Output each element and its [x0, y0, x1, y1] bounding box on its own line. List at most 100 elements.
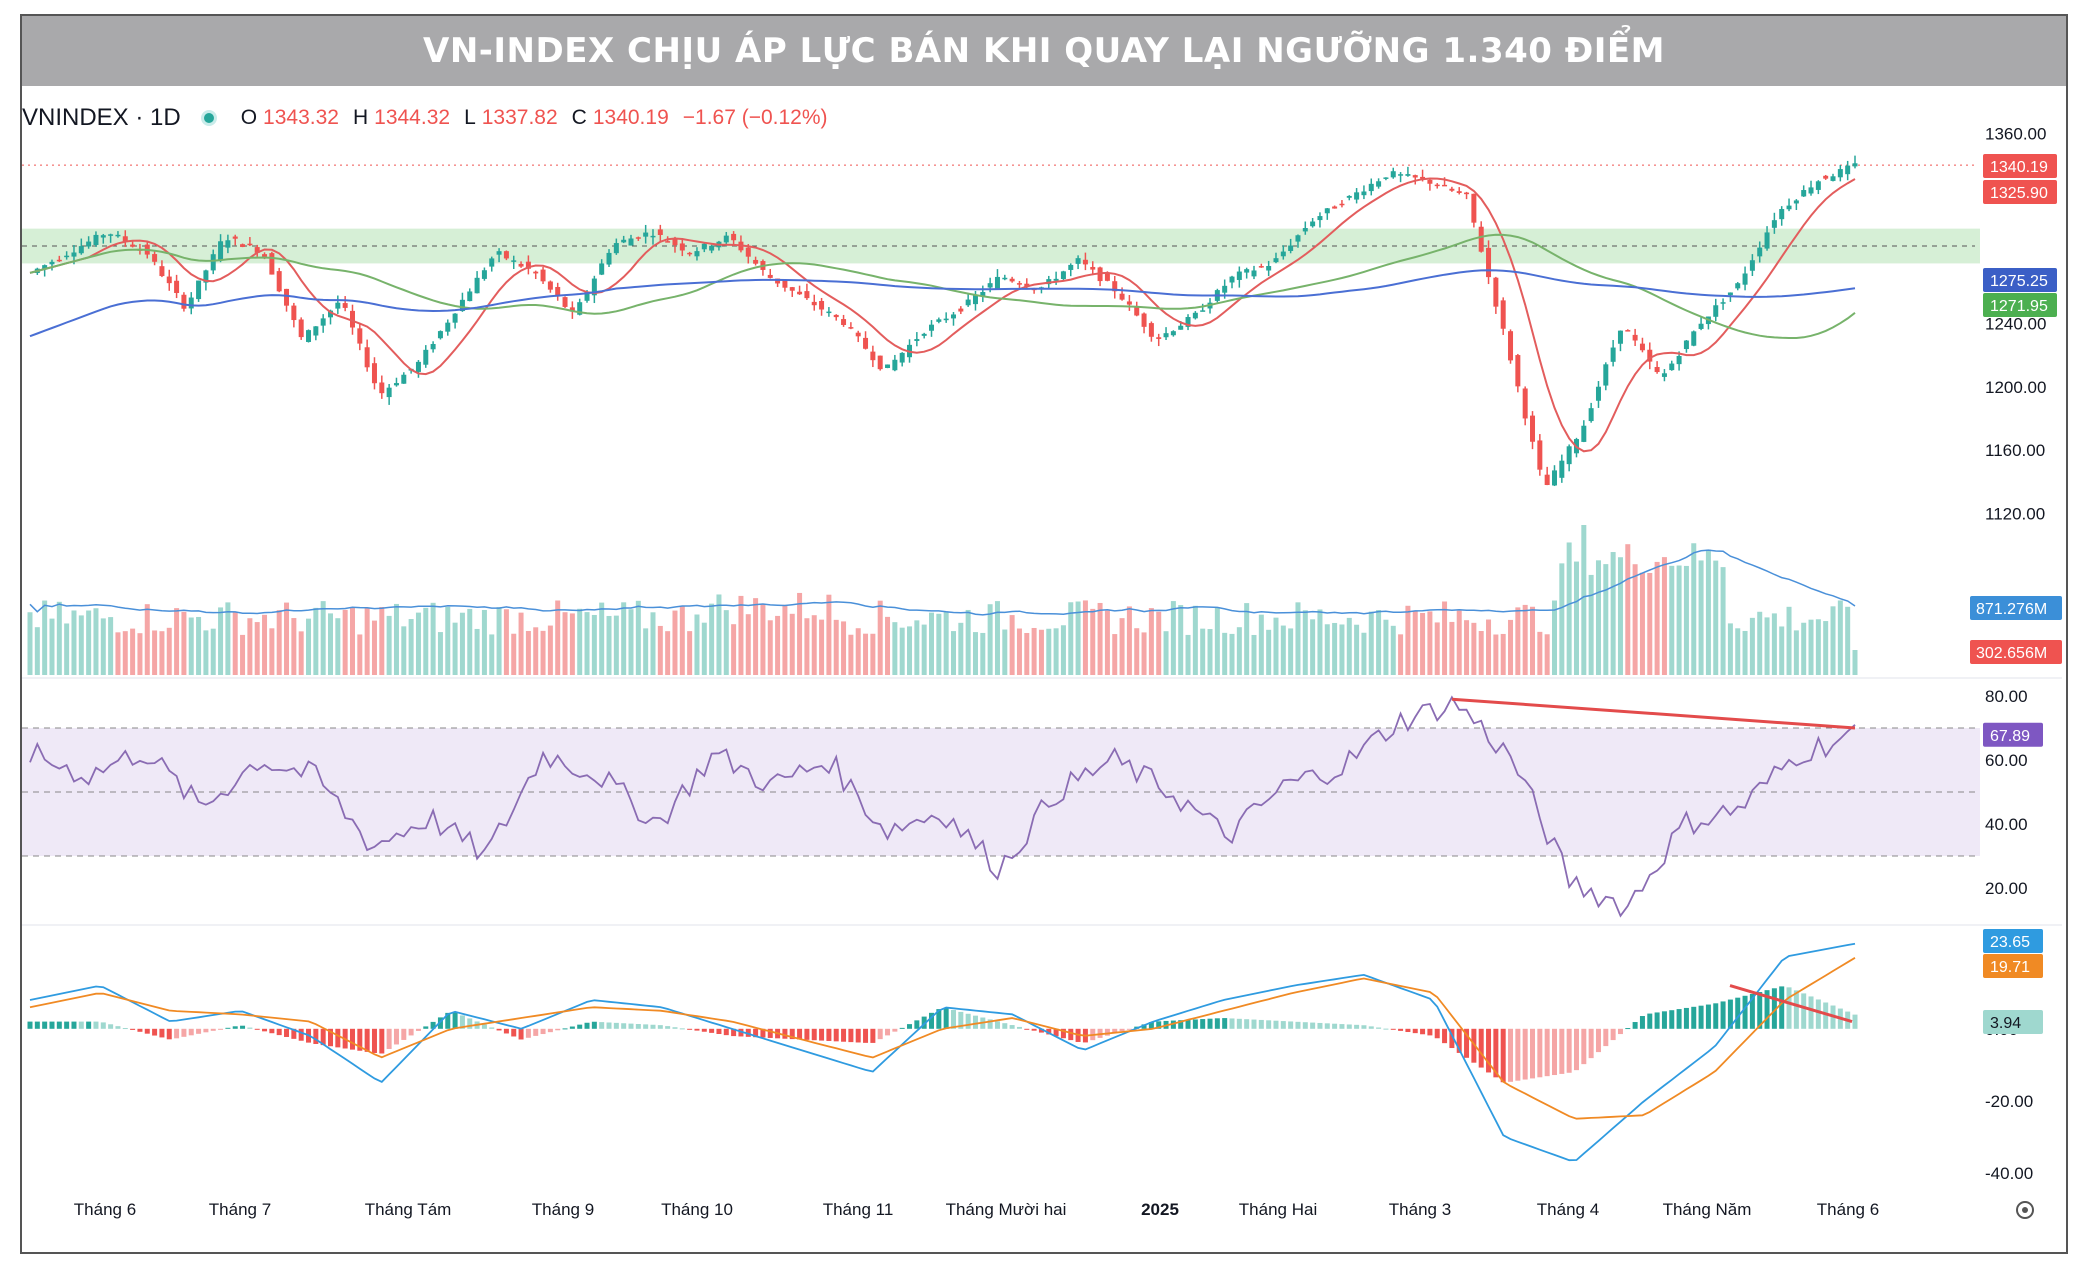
candle-body	[210, 254, 216, 271]
macd-histogram-bar	[181, 1028, 187, 1037]
macd-histogram-bar	[1376, 1027, 1382, 1029]
candle-body	[1361, 191, 1367, 196]
volume-bar	[511, 633, 517, 675]
candle-body	[694, 251, 700, 257]
volume-bar	[1119, 618, 1125, 675]
candle-body	[1141, 313, 1147, 327]
macd-histogram-bar	[1068, 1028, 1074, 1041]
volume-bar	[533, 627, 539, 675]
candle-body	[437, 331, 443, 339]
candle-body	[306, 330, 312, 342]
candle-body	[1764, 232, 1770, 249]
candle-body	[1551, 470, 1557, 486]
candle-body	[980, 291, 986, 297]
candle-body	[965, 299, 971, 306]
candle-body	[1273, 258, 1279, 263]
volume-bar	[1222, 632, 1228, 675]
price-label: 1275.25	[1990, 273, 2048, 290]
macd-histogram-bar	[1551, 1028, 1557, 1076]
symbol-label[interactable]: VNINDEX · 1D	[22, 104, 181, 131]
volume-bar	[1830, 606, 1836, 675]
macd-histogram-bar	[1588, 1028, 1594, 1059]
volume-bar	[1376, 610, 1382, 675]
macd-histogram-bar	[1500, 1028, 1506, 1083]
volume-bar	[1720, 567, 1726, 675]
macd-histogram-bar	[591, 1021, 597, 1029]
macd-histogram-bar	[1617, 1028, 1623, 1035]
candle-body	[276, 271, 282, 292]
volume-bar	[1060, 625, 1066, 675]
macd-histogram-bar	[694, 1028, 700, 1031]
volume-bar	[672, 610, 678, 675]
macd-histogram-bar	[298, 1028, 304, 1041]
volume-bar	[606, 615, 612, 675]
candle-body	[474, 277, 480, 294]
candle-body	[950, 314, 956, 319]
candle-body	[481, 270, 487, 279]
candle-body	[1053, 278, 1059, 281]
candle-body	[313, 326, 319, 336]
macd-histogram-bar	[1002, 1023, 1008, 1029]
volume-bar	[71, 610, 77, 675]
candle-body	[1090, 266, 1096, 270]
volume-bar	[782, 604, 788, 675]
volume-bar	[1383, 619, 1389, 675]
candle-body	[1478, 226, 1484, 252]
volume-bar	[166, 627, 172, 675]
macd-histogram-bar	[606, 1022, 612, 1029]
macd-histogram-bar	[950, 1010, 956, 1029]
macd-histogram-bar	[1434, 1028, 1440, 1039]
volume-bar	[1192, 605, 1198, 675]
candle-body	[723, 235, 729, 243]
volume-bar	[540, 630, 546, 675]
candle-body	[247, 243, 253, 246]
candle-body	[78, 246, 84, 254]
macd-histogram-bar	[921, 1016, 927, 1029]
candle-body	[100, 235, 106, 238]
volume-bar	[929, 612, 935, 675]
volume-bar	[1559, 563, 1565, 675]
macd-histogram-bar	[1295, 1021, 1301, 1029]
macd-histogram-bar	[1427, 1028, 1433, 1036]
candle-body	[1368, 183, 1374, 192]
candle-body	[1625, 330, 1631, 332]
candle-body	[1720, 302, 1726, 304]
macd-histogram-bar	[1266, 1020, 1272, 1029]
settings-gear-icon[interactable]	[2016, 1201, 2034, 1219]
macd-histogram-bar	[533, 1028, 539, 1036]
volume-bar	[1808, 619, 1814, 675]
macd-histogram-bar	[577, 1024, 583, 1029]
candle-body	[357, 328, 363, 344]
candle-body	[577, 302, 583, 315]
time-axis-tick: Tháng 6	[74, 1200, 136, 1219]
candle-body	[1009, 278, 1015, 282]
candle-body	[393, 383, 399, 386]
macd-histogram-bar	[628, 1023, 634, 1029]
macd-histogram-bar	[481, 1024, 487, 1029]
volume-bar	[1823, 621, 1829, 675]
volume-bar	[1170, 601, 1176, 675]
rsi-axis-tick: 60.00	[1985, 751, 2028, 770]
candle-body	[811, 301, 817, 306]
macd-histogram-bar	[672, 1027, 678, 1029]
candle-body	[1339, 203, 1345, 206]
volume-bar	[885, 616, 891, 675]
volume-bar	[1082, 600, 1088, 675]
macd-histogram-bar	[1464, 1028, 1470, 1058]
volume-bar	[1508, 619, 1514, 675]
volume-bar	[804, 618, 810, 675]
volume-bar	[496, 607, 502, 675]
macd-value-box	[1983, 929, 2043, 953]
price-label: 1271.95	[1990, 298, 2048, 315]
volume-bar	[1530, 606, 1536, 675]
macd-histogram-bar	[1581, 1028, 1587, 1065]
volume-bar	[1632, 564, 1638, 675]
volume-bar	[1346, 617, 1352, 675]
ma-short-line	[29, 177, 1856, 453]
volume-bar	[1002, 629, 1008, 675]
open-value: 1343.32	[263, 106, 339, 129]
volume-bar	[665, 631, 671, 675]
volume-bar	[1302, 610, 1308, 675]
candle-body	[972, 295, 978, 305]
